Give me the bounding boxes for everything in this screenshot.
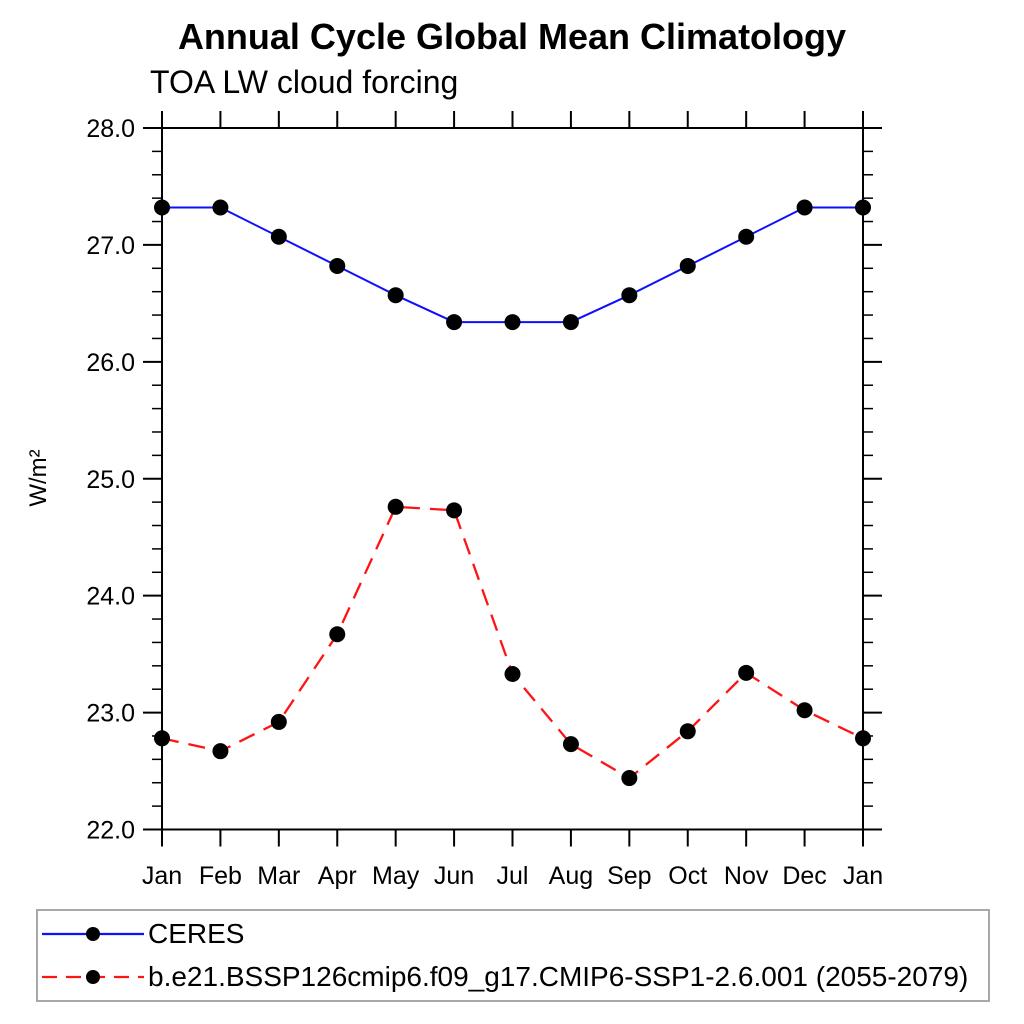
y-tick-label: 22.0 — [86, 817, 135, 845]
data-point-marker — [738, 228, 755, 245]
legend-label-model: b.e21.BSSP126cmip6.f09_g17.CMIP6-SSP1-2.… — [148, 961, 969, 992]
y-tick-label: 28.0 — [86, 115, 135, 143]
data-point-marker — [270, 713, 287, 730]
model-line-sample — [42, 970, 144, 984]
y-tick-label: 24.0 — [86, 583, 135, 611]
legend-sample-marker — [86, 927, 100, 941]
x-month-label: Sep — [607, 862, 651, 890]
chart-subtitle: TOA LW cloud forcing — [150, 64, 459, 100]
ceres-line-sample — [42, 927, 144, 941]
data-point-marker — [270, 228, 287, 245]
data-point-marker — [446, 502, 463, 519]
data-point-marker — [796, 199, 813, 216]
data-point-marker — [796, 702, 813, 719]
data-point-marker — [212, 743, 229, 760]
data-point-marker — [329, 626, 346, 643]
x-month-label: May — [372, 862, 420, 890]
data-point-marker — [621, 770, 638, 787]
x-month-label: Jan — [142, 862, 182, 890]
legend-sample-marker — [86, 970, 100, 984]
data-point-marker — [738, 664, 755, 681]
data-point-marker — [855, 199, 871, 216]
data-point-marker — [329, 257, 346, 274]
x-month-label: Jan — [843, 862, 883, 890]
data-point-marker — [212, 199, 229, 216]
plot-frame — [161, 127, 864, 831]
data-point-marker — [562, 736, 579, 753]
data-point-marker — [679, 257, 696, 274]
x-month-label: Apr — [318, 862, 357, 890]
data-point-marker — [679, 723, 696, 740]
data-point-marker — [855, 730, 871, 747]
chart-title: Annual Cycle Global Mean Climatology — [177, 16, 847, 57]
y-tick-label: 23.0 — [86, 700, 135, 728]
x-month-label: Aug — [549, 862, 593, 890]
legend-label-ceres: CERES — [148, 918, 245, 949]
data-point-marker — [154, 730, 170, 747]
data-point-marker — [504, 314, 521, 331]
x-month-label: Jun — [434, 862, 474, 890]
series-line-0 — [162, 206, 863, 324]
legend-box: CERES b.e21.BSSP126cmip6.f09_g17.CMIP6-S… — [36, 909, 990, 1002]
x-month-label: Oct — [668, 862, 707, 890]
data-point-marker — [387, 287, 404, 304]
y-tick-label: 27.0 — [86, 232, 135, 260]
data-point-marker — [154, 199, 170, 216]
data-point-marker — [621, 287, 638, 304]
x-month-label: Feb — [199, 862, 242, 890]
y-axis-title: W/m² — [25, 449, 52, 506]
series-line-1 — [161, 505, 864, 780]
x-month-label: Dec — [782, 862, 826, 890]
data-point-marker — [446, 314, 463, 331]
y-tick-label: 25.0 — [86, 466, 135, 494]
x-month-label: Nov — [724, 862, 769, 890]
data-point-marker — [504, 666, 521, 683]
x-month-label: Mar — [257, 862, 300, 890]
legend-item-model: b.e21.BSSP126cmip6.f09_g17.CMIP6-SSP1-2.… — [41, 956, 988, 999]
data-point-marker — [562, 314, 579, 331]
x-month-label: Jul — [497, 862, 529, 890]
legend-item-ceres: CERES — [41, 913, 988, 956]
data-point-marker — [387, 498, 404, 515]
y-tick-label: 26.0 — [86, 349, 135, 377]
